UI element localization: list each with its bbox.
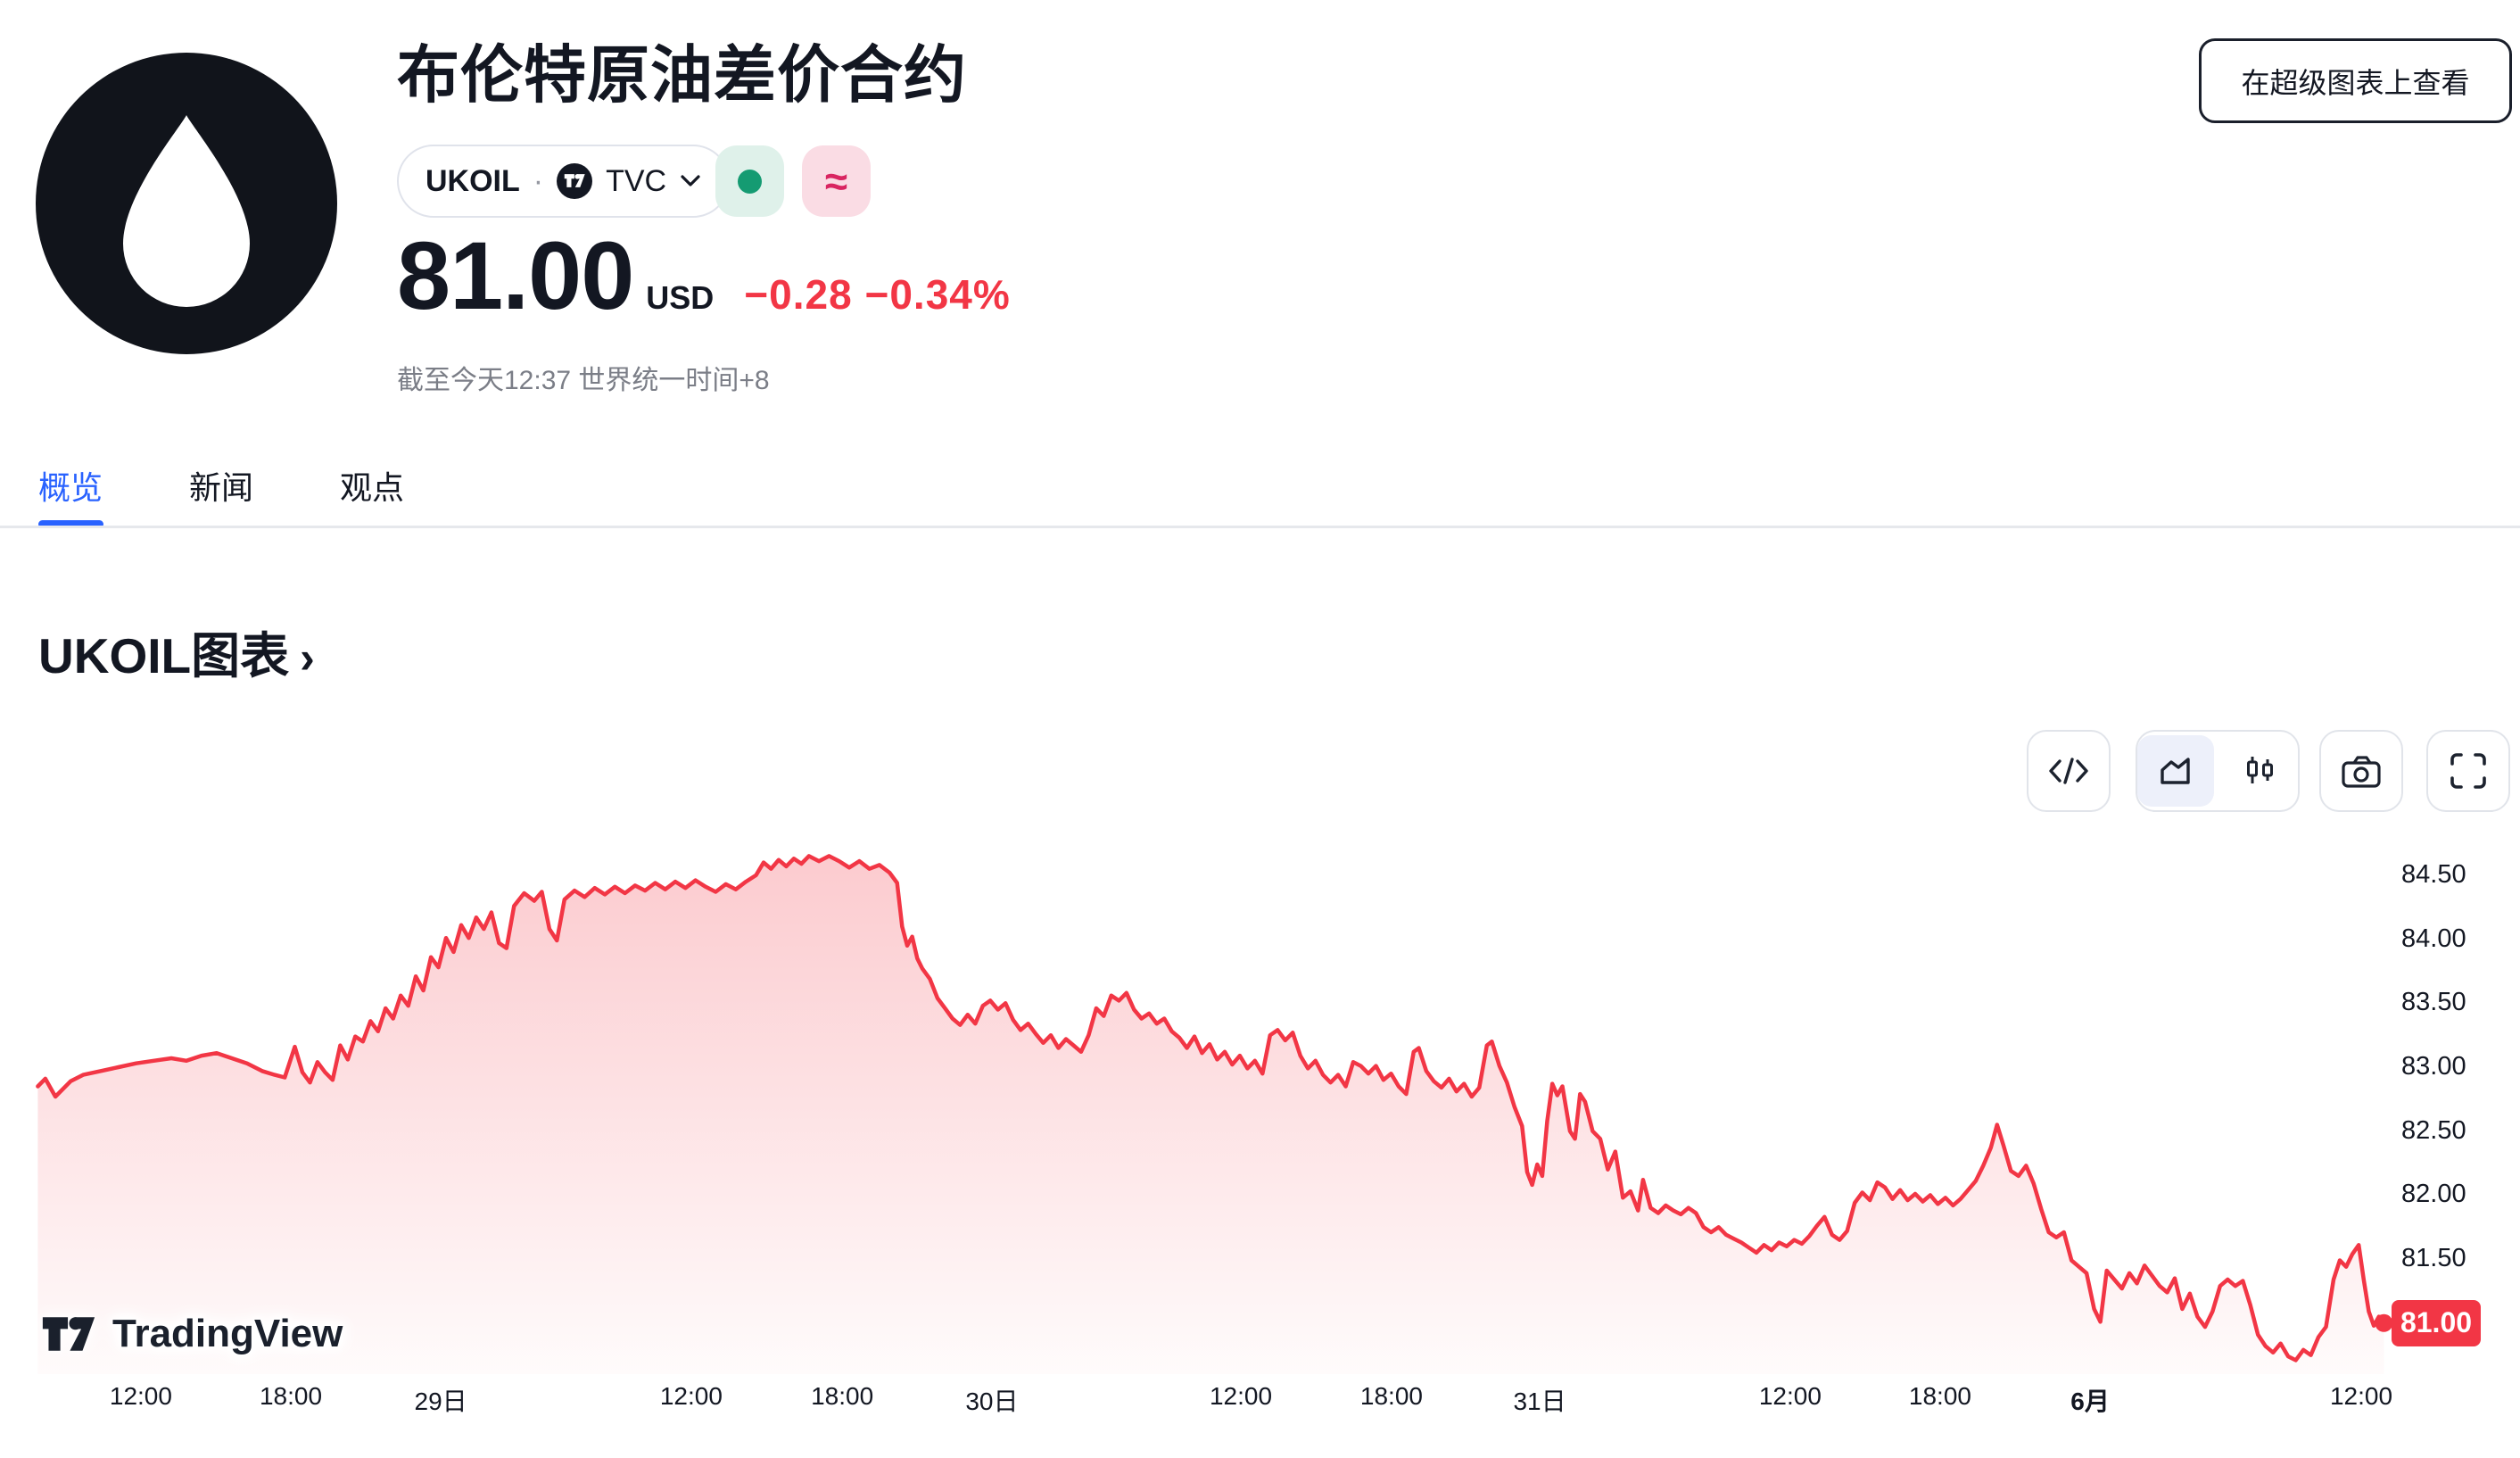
last-price-dot: [2375, 1313, 2393, 1332]
chart-type-toggle: [2136, 730, 2300, 812]
code-icon: [2049, 758, 2088, 784]
price-currency: USD: [646, 279, 715, 316]
price-change-pct: −0.34%: [864, 271, 1011, 318]
instrument-logo: [36, 53, 337, 354]
candlestick-chart-type-button[interactable]: [2221, 735, 2298, 807]
price-area-chart[interactable]: [0, 830, 2520, 1383]
as-of-timestamp: 截至今天12:37 世界统一时间+8: [397, 366, 770, 395]
price-axis-label: 83.00: [2401, 1052, 2466, 1081]
oil-drop-icon: [36, 53, 337, 354]
area-chart-icon: [2161, 758, 2190, 784]
price-axis-label: 81.50: [2401, 1244, 2466, 1273]
price-axis-label: 82.00: [2401, 1180, 2466, 1209]
fullscreen-icon: [2450, 753, 2486, 789]
snapshot-button[interactable]: [2319, 730, 2403, 812]
active-tab-underline: [38, 520, 103, 528]
camera-icon: [2342, 756, 2381, 788]
time-axis-label: 12:00: [1758, 1382, 1822, 1410]
time-axis-label: 31日: [1513, 1388, 1566, 1415]
price-row: 81.00 USD −0.28 −0.34%: [397, 221, 1011, 329]
open-superchart-button[interactable]: 在超级图表上查看: [2199, 38, 2512, 123]
tab-divider: [0, 526, 2520, 528]
time-axis-label: 12:00: [109, 1382, 172, 1410]
symbol-code: UKOIL: [426, 163, 520, 198]
price-axis-label: 84.00: [2401, 924, 2466, 953]
time-axis-label: 29日: [414, 1388, 467, 1415]
tab-bar: 概览 新闻 观点: [38, 462, 491, 509]
time-axis-label: 12:00: [659, 1382, 723, 1410]
tab-news[interactable]: 新闻: [189, 469, 254, 506]
fullscreen-button[interactable]: [2426, 730, 2510, 812]
last-price-tag: 81.00: [2392, 1299, 2481, 1346]
tradingview-logo-icon: [42, 1317, 95, 1351]
time-axis-label: 12:00: [2329, 1382, 2393, 1410]
chart-area-fill: [37, 856, 2384, 1374]
tab-overview[interactable]: 概览: [38, 469, 103, 506]
chevron-right-icon: ›: [300, 633, 315, 683]
symbol-separator: ·: [533, 163, 544, 198]
page-title: 布伦特原油差价合约: [397, 40, 967, 110]
market-status-badge[interactable]: [715, 145, 784, 217]
symbol-chip[interactable]: UKOIL · TVC: [397, 145, 731, 218]
chart-price-line: [36, 854, 2386, 1363]
price-change: −0.28 −0.34%: [744, 270, 1010, 319]
approx-data-badge[interactable]: ≈: [802, 145, 871, 217]
price-axis-label: 83.50: [2401, 988, 2466, 1017]
tradingview-watermark[interactable]: TradingView: [41, 1312, 343, 1356]
time-axis-label: 18:00: [1908, 1382, 1971, 1410]
embed-code-button[interactable]: [2027, 730, 2111, 812]
price-axis-label: 82.50: [2401, 1115, 2466, 1145]
tab-ideas[interactable]: 观点: [340, 469, 405, 506]
time-axis-label: 12:00: [1209, 1382, 1273, 1410]
time-axis-label: 6月: [2070, 1388, 2110, 1415]
price-axis-label: 84.50: [2401, 859, 2466, 889]
chart-section-title: UKOIL图表: [38, 628, 290, 683]
time-axis-label: 30日: [965, 1388, 1019, 1415]
candlestick-icon: [2247, 757, 2273, 783]
time-axis-label: 18:00: [811, 1382, 874, 1410]
market-open-dot-icon: [738, 169, 762, 194]
chevron-down-icon: [681, 175, 700, 186]
tradingview-mini-logo-icon: [557, 163, 593, 199]
time-axis-label: 18:00: [259, 1382, 323, 1410]
area-chart-type-button[interactable]: [2137, 735, 2214, 807]
watermark-label: TradingView: [112, 1312, 343, 1355]
chart-section-link[interactable]: UKOIL图表 ›: [38, 616, 315, 687]
time-axis-label: 18:00: [1359, 1382, 1423, 1410]
symbol-source: TVC: [606, 163, 667, 198]
price-change-abs: −0.28: [744, 271, 853, 318]
price-value: 81.00: [397, 221, 634, 329]
